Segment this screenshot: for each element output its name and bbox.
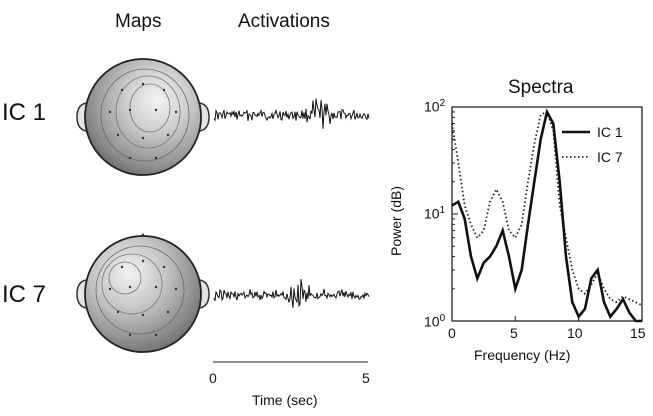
y-tick-1-exp: 0 <box>439 313 446 324</box>
x-tick-5: 5 <box>510 325 518 341</box>
x-tick-0: 0 <box>448 325 456 341</box>
legend-label-ic7: IC 7 <box>597 149 623 165</box>
time-tick-0: 0 <box>209 370 217 386</box>
x-tick-10: 10 <box>567 325 583 341</box>
y-tick-10-base: 10 <box>424 205 440 222</box>
y-tick-1-base: 10 <box>424 313 440 330</box>
spectra-title: Spectra <box>508 77 574 98</box>
spectra-legend <box>562 130 590 158</box>
y-tick-100-exp: 2 <box>439 98 446 109</box>
spectra-ticks <box>451 106 643 322</box>
y-tick-100: 102 <box>424 99 445 114</box>
spectrum-line-ic7 <box>451 110 643 307</box>
time-axis-label: Time (sec) <box>252 392 318 408</box>
spectra-ylabel: Power (dB) <box>388 185 404 256</box>
ic1-label: IC 1 <box>2 99 47 126</box>
scalp-map-ic7 <box>76 232 210 353</box>
y-tick-1: 100 <box>424 314 445 329</box>
scalp-map-ic1 <box>76 58 210 176</box>
y-tick-10: 101 <box>424 206 445 221</box>
x-tick-15: 15 <box>630 325 646 341</box>
y-tick-100-base: 10 <box>424 98 440 115</box>
spectrum-line-ic1 <box>451 108 642 323</box>
ic7-label: IC 7 <box>2 281 47 308</box>
activation-trace-ic7 <box>213 279 370 308</box>
spectra-xlabel: Frequency (Hz) <box>474 347 571 363</box>
legend-label-ic1: IC 1 <box>597 124 623 140</box>
time-tick-5: 5 <box>362 370 370 386</box>
activation-trace-ic1 <box>213 98 370 129</box>
activations-header: Activations <box>238 11 330 32</box>
maps-header: Maps <box>115 11 162 32</box>
y-tick-10-exp: 1 <box>439 205 446 216</box>
